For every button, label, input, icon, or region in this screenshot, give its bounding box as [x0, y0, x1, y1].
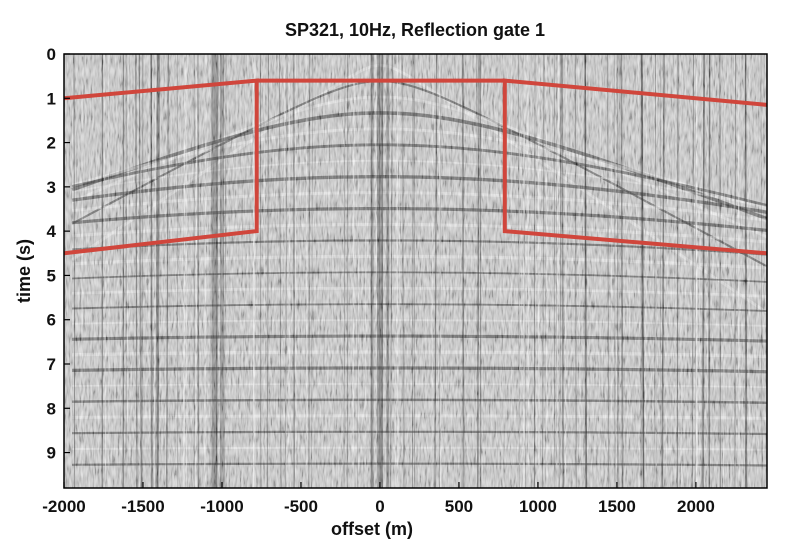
x-tick-label: 2000 — [677, 497, 715, 516]
y-axis: 0 1 2 3 4 5 6 7 8 9 — [47, 45, 70, 463]
x-tick-label: 1000 — [519, 497, 557, 516]
y-tick-label: 6 — [47, 311, 56, 330]
x-tick-label: 1500 — [598, 497, 636, 516]
x-axis: -2000 -1500 -1000 -500 0 500 1000 1500 2000 — [42, 482, 715, 516]
gate-right — [502, 78, 767, 256]
y-tick-label: 8 — [47, 399, 56, 418]
seismic-noise-texture — [64, 54, 767, 488]
x-axis-label: offset (m) — [331, 519, 413, 539]
y-tick-label: 7 — [47, 355, 56, 374]
y-tick-label: 9 — [47, 444, 56, 463]
plot-frame — [63, 53, 768, 489]
y-tick-label: 2 — [47, 134, 56, 153]
x-tick-label: 0 — [375, 497, 384, 516]
y-tick-label: 0 — [47, 45, 56, 64]
x-tick-label: -500 — [284, 497, 318, 516]
reflection-gates — [64, 78, 767, 256]
y-tick-label: 4 — [47, 222, 57, 241]
x-tick-label: -2000 — [42, 497, 85, 516]
x-tick-label: -1500 — [121, 497, 164, 516]
chart-title: SP321, 10Hz, Reflection gate 1 — [285, 20, 545, 40]
x-tick-label: -1000 — [200, 497, 243, 516]
x-tick-label: 500 — [445, 497, 473, 516]
plot-area — [63, 53, 768, 489]
y-tick-label: 3 — [47, 178, 56, 197]
y-tick-label: 1 — [47, 89, 56, 108]
y-axis-label: time (s) — [14, 239, 34, 303]
gate-left — [64, 78, 259, 256]
y-tick-label: 5 — [47, 266, 56, 285]
